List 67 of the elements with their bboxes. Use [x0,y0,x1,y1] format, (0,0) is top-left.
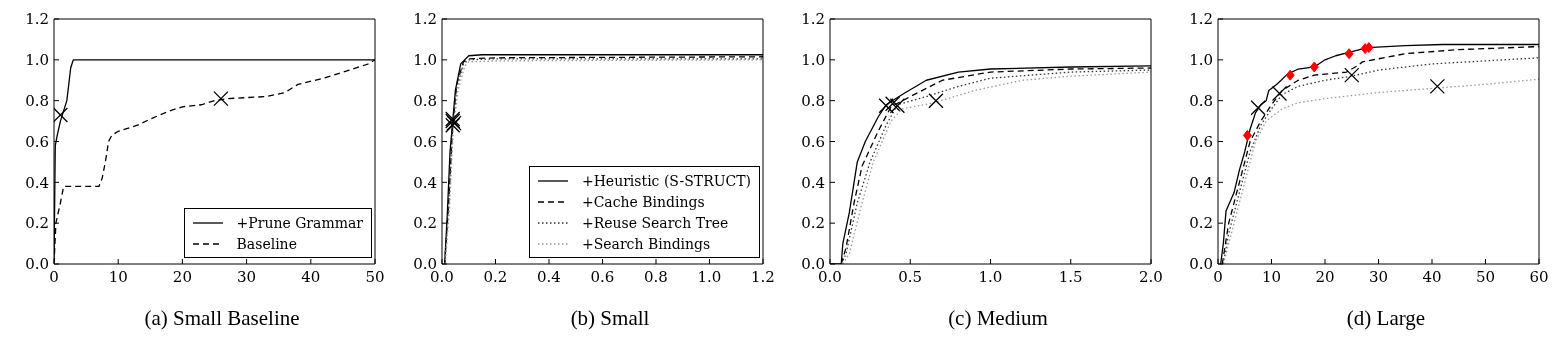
point [1271,85,1288,102]
legend-label: +Reuse Search Tree [581,214,729,231]
x-tick-label: 1.2 [751,267,775,286]
y-tick-label: 1.2 [413,10,437,29]
y-tick-label: 0.2 [1189,214,1213,233]
x-tick-label: 30 [1368,267,1389,286]
x-tick-label: 0.2 [483,267,508,286]
y-tick-label: 0.6 [801,132,825,151]
y-tick-label: 0.2 [801,214,825,233]
y-tick-label: 1.2 [801,10,825,29]
x-tick-label: 10 [1261,267,1282,286]
x-tick-label: 10 [108,267,128,286]
y-tick-label: 1.0 [1189,51,1213,70]
y-tick-label: 0.8 [1189,91,1213,110]
x-tick-label: 40 [301,267,321,286]
y-tick-label: 0.4 [25,173,49,192]
x-tick-label: 50 [1475,267,1496,286]
y-tick-label: 0.6 [25,132,49,151]
legend-label: +Heuristic (S-STRUCT) [581,172,751,189]
point [1344,67,1360,83]
y-tick-label: 0.4 [1189,173,1213,192]
x-tick-label: 1.0 [978,267,1003,286]
point [1344,48,1354,60]
x-tick-label: 0.8 [644,267,668,286]
y-tick-label: 0.8 [413,91,437,110]
point [1242,129,1252,141]
point [1285,69,1295,81]
y-tick-label: 0.6 [1189,132,1213,151]
y-tick-label: 1.0 [801,51,825,70]
x-tick-label: 1.5 [1058,267,1083,286]
legend-label: +Cache Bindings [581,193,705,210]
x-tick-label: 0.4 [537,267,561,286]
x-tick-label: 0 [1213,267,1223,286]
y-tick-label: 1.2 [1189,10,1213,29]
legend-label: Baseline [236,235,297,252]
point [1309,61,1319,73]
y-tick-label: 0.4 [801,173,825,192]
x-tick-label: 20 [172,267,192,286]
x-tick-label: 30 [237,267,257,286]
x-tick-label: 50 [365,267,385,286]
text: (b) Small [569,306,651,331]
y-tick-label: 1.2 [25,10,49,29]
y-tick-label: 1.0 [25,51,49,70]
text: (c) Medium [947,306,1049,331]
point [1429,78,1445,95]
point [1250,100,1266,116]
x-tick-label: 0.5 [898,267,923,286]
y-tick-label: 0.2 [25,214,49,233]
x-tick-label: 40 [1422,267,1442,286]
legend-label: +Search Bindings [581,235,711,252]
y-tick-label: 1.0 [413,51,437,70]
x-tick-label: 60 [1529,267,1549,286]
y-tick-label: 0.0 [1189,255,1213,274]
x-tick-label: 2.0 [1139,267,1163,286]
x-tick-label: 20 [1315,267,1335,286]
x-tick-label: 1.0 [697,267,722,286]
y-tick-label: 0.0 [25,255,49,274]
y-tick-label: 0.2 [413,214,437,233]
legend-label: +Prune Grammar [236,214,363,231]
y-tick-label: 0.6 [413,132,437,151]
y-tick-label: 0.4 [413,173,437,192]
x-tick-label: 0 [49,267,59,286]
text: (a) Small Baseline [143,306,301,331]
text: (d) Large [1345,306,1427,331]
x-tick-label: 0.6 [590,267,615,286]
y-tick-label: 0.8 [25,91,49,110]
y-tick-label: 0.8 [801,91,825,110]
